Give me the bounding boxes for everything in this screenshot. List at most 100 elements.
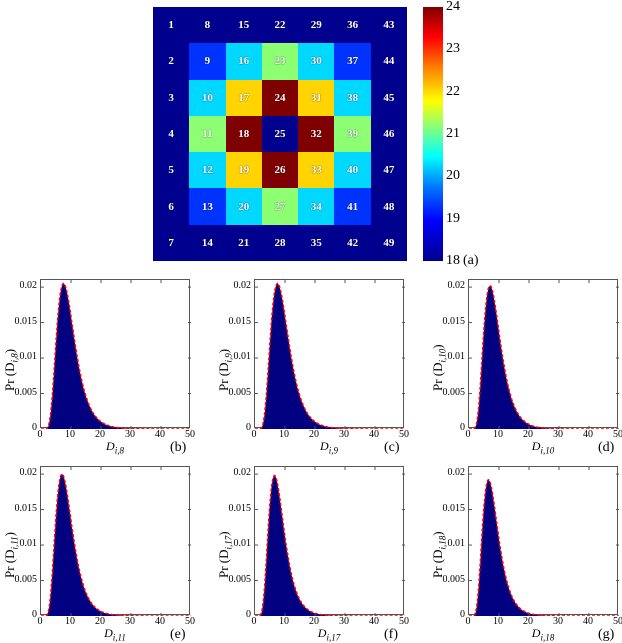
heatmap-cell: 1: [153, 7, 190, 44]
x-axis-label: Di,10: [531, 439, 555, 456]
panel-label: (e): [170, 627, 186, 642]
x-tick-label: 10: [65, 616, 75, 627]
y-tick-label: 0.015: [228, 315, 252, 327]
y-tick-label: 0.005: [442, 573, 466, 585]
heatmap-cell: 23: [261, 43, 299, 80]
histogram-svg: [255, 467, 405, 616]
heatmap-cell: 26: [261, 152, 299, 189]
histogram-bars: [469, 285, 619, 429]
histogram-svg: [255, 280, 405, 429]
y-tick-label: 0.01: [447, 538, 466, 550]
x-tick-label: 20: [523, 429, 533, 440]
heatmap-cell: 14: [189, 224, 226, 261]
y-axis-label: Pr (Di,10): [430, 344, 448, 391]
x-tick-label: 0: [37, 429, 43, 440]
y-tick-label: 0.015: [442, 315, 466, 327]
histogram-bars: [41, 474, 191, 616]
colorbar-tick-label: 18: [446, 253, 460, 268]
heatmap-cell: 25: [261, 115, 299, 153]
histogram-bars: [469, 479, 619, 616]
heatmap-cell: 41: [334, 188, 371, 225]
heatmap-grid: 1 8 15 22 29 36 43 2 9 16 23 30 37 44 3 10 17 24 31 38 45 4 11…: [153, 7, 407, 261]
x-tick-label: 40: [583, 429, 593, 440]
y-tick-label: 0.01: [19, 351, 38, 363]
x-tick-label: 20: [523, 616, 533, 627]
heatmap-cell: 49: [370, 224, 407, 261]
histogram-plot: [40, 279, 191, 429]
y-axis-label: Pr (Di,18): [430, 531, 448, 578]
panel-label-a: (a): [463, 253, 479, 268]
x-tick-label: 10: [279, 616, 289, 627]
heatmap-cell: 31: [298, 79, 335, 116]
y-axis-label: Pr (Di,11): [2, 532, 20, 578]
y-tick-label: 0.005: [442, 386, 466, 398]
y-tick-label: 0.02: [447, 467, 466, 479]
y-tick-label: 0.005: [14, 573, 38, 585]
y-axis-label: Pr (Di,8): [2, 348, 20, 391]
x-tick-label: 50: [185, 616, 195, 627]
histogram-plot: [468, 279, 619, 429]
fit-curve: [255, 474, 405, 616]
y-tick-label: 0.015: [14, 315, 38, 327]
y-tick-label: 0: [246, 609, 251, 620]
heatmap-cell: 6: [153, 188, 190, 225]
heatmap-cell: 27: [261, 188, 299, 225]
fit-curve: [469, 478, 619, 616]
colorbar-tick-label: 20: [446, 168, 460, 184]
x-tick-label: 20: [95, 429, 105, 440]
heatmap-cell: 5: [153, 152, 190, 189]
heatmap-cell: 44: [370, 43, 407, 80]
heatmap-cell: 13: [189, 188, 226, 225]
heatmap-cell: 20: [225, 188, 262, 225]
heatmap-cell: 43: [370, 7, 407, 44]
y-tick-label: 0: [32, 422, 37, 433]
x-tick-label: 10: [65, 429, 75, 440]
heatmap-cell: 39: [334, 115, 371, 153]
histogram-plot: [468, 466, 619, 616]
x-tick-label: 30: [125, 429, 135, 440]
y-axis-label: Pr (Di,17): [216, 531, 234, 578]
x-tick-label: 0: [251, 616, 257, 627]
x-axis-label: Di,11: [104, 626, 126, 643]
heatmap-cell: 3: [153, 79, 190, 116]
heatmap-cell: 8: [189, 7, 226, 44]
y-tick-label: 0.005: [228, 386, 252, 398]
heatmap-cell: 32: [298, 115, 335, 153]
heatmap-cell: 7: [153, 224, 190, 261]
colorbar-tick-label: 22: [446, 83, 460, 99]
y-tick-label: 0.015: [442, 502, 466, 514]
x-tick-label: 30: [339, 429, 349, 440]
y-tick-label: 0.01: [233, 538, 252, 550]
histogram-svg: [41, 467, 191, 616]
heatmap-cell: 46: [370, 115, 407, 153]
x-tick-label: 50: [399, 429, 409, 440]
x-tick-label: 20: [309, 616, 319, 627]
x-tick-label: 30: [339, 616, 349, 627]
panel-label: (g): [598, 627, 615, 642]
heatmap-cell: 15: [225, 7, 262, 44]
y-tick-label: 0: [460, 609, 465, 620]
y-tick-label: 0.02: [233, 467, 252, 479]
heatmap-cell: 35: [298, 224, 335, 261]
histogram-bars: [255, 475, 405, 616]
colorbar-tick-label: 24: [446, 0, 460, 14]
histogram-svg: [41, 280, 191, 429]
heatmap-cell: 45: [370, 79, 407, 116]
y-tick-label: 0.01: [447, 351, 466, 363]
x-axis-label: Di,9: [320, 439, 338, 456]
x-axis-label: Di,17: [317, 626, 341, 643]
x-tick-label: 50: [185, 429, 195, 440]
x-tick-label: 40: [583, 616, 593, 627]
x-tick-label: 10: [493, 616, 503, 627]
y-tick-label: 0.005: [14, 386, 38, 398]
heatmap-cell: 22: [261, 7, 299, 44]
x-axis-label: Di,8: [106, 439, 124, 456]
histogram-bars: [255, 283, 405, 429]
heatmap-cell: 10: [189, 79, 226, 116]
x-tick-label: 30: [553, 429, 563, 440]
x-tick-label: 30: [553, 616, 563, 627]
histogram-plot: [254, 466, 405, 616]
y-tick-label: 0.01: [233, 351, 252, 363]
heatmap-cell: 18: [225, 115, 262, 153]
x-tick-label: 10: [279, 429, 289, 440]
